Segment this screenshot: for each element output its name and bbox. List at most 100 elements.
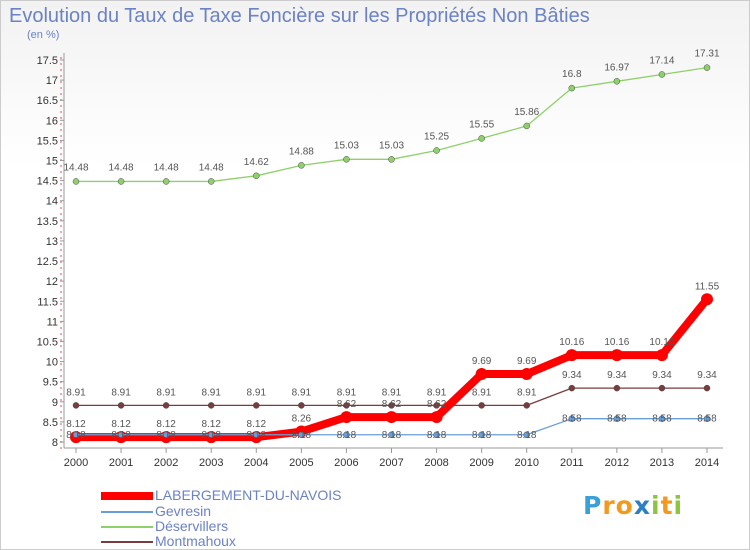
data-label: 8.62 xyxy=(337,399,357,410)
data-point xyxy=(613,78,621,85)
x-tick-label: 2006 xyxy=(334,457,358,469)
data-label: 14.48 xyxy=(109,162,134,173)
x-tick-label: 2000 xyxy=(64,457,88,469)
data-label: 17.14 xyxy=(649,55,674,66)
legend-swatch xyxy=(101,541,153,543)
y-tick-label: 9 xyxy=(52,397,58,409)
data-point xyxy=(613,384,621,392)
data-point xyxy=(568,384,576,392)
data-label: 8.91 xyxy=(66,387,86,398)
x-tick-label: 2007 xyxy=(379,457,403,469)
unit-label: (en %) xyxy=(27,29,60,41)
y-tick-label: 10.5 xyxy=(37,336,58,348)
legend-label: Déservillers xyxy=(155,518,229,534)
legend-label: Gevresin xyxy=(155,503,212,519)
y-tick-label: 8.5 xyxy=(43,417,58,429)
data-point xyxy=(433,147,440,154)
y-tick-label: 15.5 xyxy=(37,135,58,147)
data-point xyxy=(253,402,260,409)
data-label: 15.03 xyxy=(334,140,359,151)
legend-swatch xyxy=(101,526,153,528)
data-point xyxy=(343,402,350,409)
data-point xyxy=(253,431,260,439)
data-point xyxy=(340,411,353,424)
x-tick-label: 2009 xyxy=(469,457,493,469)
data-label: 8.18 xyxy=(517,430,537,441)
logo-letter: P xyxy=(583,491,603,520)
y-tick-label: 11 xyxy=(47,316,58,328)
data-point xyxy=(430,411,443,424)
y-tick-label: 15 xyxy=(46,156,58,168)
data-label: 8.18 xyxy=(337,430,357,441)
y-tick-label: 12 xyxy=(46,276,58,288)
data-label: 8.62 xyxy=(382,399,402,410)
data-point xyxy=(207,178,215,185)
x-tick-label: 2005 xyxy=(289,457,313,469)
series-1: 8.18 8.18 8.18 8.18 8.18 8.18 8.18 8.18 8.18 8.18… xyxy=(66,414,717,441)
data-label: 8.12 xyxy=(247,419,267,430)
data-point xyxy=(298,431,305,439)
data-label: 8.58 xyxy=(607,414,627,425)
data-point xyxy=(207,402,215,409)
data-label: 8.91 xyxy=(292,387,312,398)
logo-letter: r xyxy=(602,491,616,520)
data-label: 8.91 xyxy=(472,387,492,398)
axes: 8 8.5 9 9.5 10 10.5 11 11.5 12 12.5 13 13.5 14 14.5 15… xyxy=(37,53,723,469)
data-point xyxy=(72,431,80,439)
chart-title: Evolution du Taux de Taxe Foncière sur l… xyxy=(9,5,590,27)
data-label: 9.34 xyxy=(652,370,672,381)
data-point xyxy=(162,431,170,439)
data-point xyxy=(568,84,576,92)
logo-letter: i xyxy=(651,491,661,520)
data-label: 14.88 xyxy=(289,146,314,157)
x-tick-label: 2014 xyxy=(695,457,719,469)
data-label: 8.18 xyxy=(111,430,131,441)
data-label: 11.55 xyxy=(695,281,720,292)
data-label: 10.16 xyxy=(604,337,629,348)
data-point xyxy=(162,178,170,185)
data-label: 8.12 xyxy=(201,419,221,430)
data-point xyxy=(478,431,485,439)
data-label: 8.91 xyxy=(382,387,402,398)
data-label: 8.18 xyxy=(292,430,312,441)
data-label: 8.91 xyxy=(111,387,131,398)
data-point xyxy=(703,384,711,392)
data-point xyxy=(72,402,80,409)
legend-swatch xyxy=(101,511,153,513)
data-label: 14.48 xyxy=(63,162,88,173)
data-label: 8.18 xyxy=(156,430,176,441)
data-label: 9.34 xyxy=(697,370,717,381)
data-label: 8.62 xyxy=(427,399,447,410)
data-point xyxy=(701,293,713,306)
data-label: 9.69 xyxy=(472,356,492,367)
data-label: 8.12 xyxy=(66,419,86,430)
data-point xyxy=(523,431,530,439)
data-point xyxy=(610,349,623,362)
data-point xyxy=(523,122,530,130)
y-tick-label: 9.5 xyxy=(43,377,58,389)
data-point xyxy=(520,368,533,381)
logo-letter: i xyxy=(673,491,684,520)
data-point xyxy=(658,71,666,78)
data-label: 14.48 xyxy=(199,162,224,173)
data-label: 15.25 xyxy=(424,131,449,142)
data-point xyxy=(343,431,350,439)
data-label: 8.18 xyxy=(247,430,267,441)
data-point xyxy=(478,402,485,409)
x-tick-label: 2008 xyxy=(424,457,448,469)
data-point xyxy=(385,411,398,424)
x-tick-label: 2001 xyxy=(109,457,133,469)
data-label: 10.16 xyxy=(649,337,674,348)
data-label: 16.8 xyxy=(562,69,582,80)
data-label: 15.86 xyxy=(514,107,539,118)
data-point xyxy=(117,178,125,185)
data-label: 8.58 xyxy=(697,414,717,425)
data-label: 8.91 xyxy=(517,387,537,398)
data-label: 8.91 xyxy=(337,387,357,398)
y-tick-label: 13.5 xyxy=(37,216,58,228)
data-label: 8.91 xyxy=(247,387,267,398)
data-label: 8.58 xyxy=(652,414,672,425)
data-point xyxy=(433,431,440,439)
data-label: 8.26 xyxy=(292,414,312,425)
